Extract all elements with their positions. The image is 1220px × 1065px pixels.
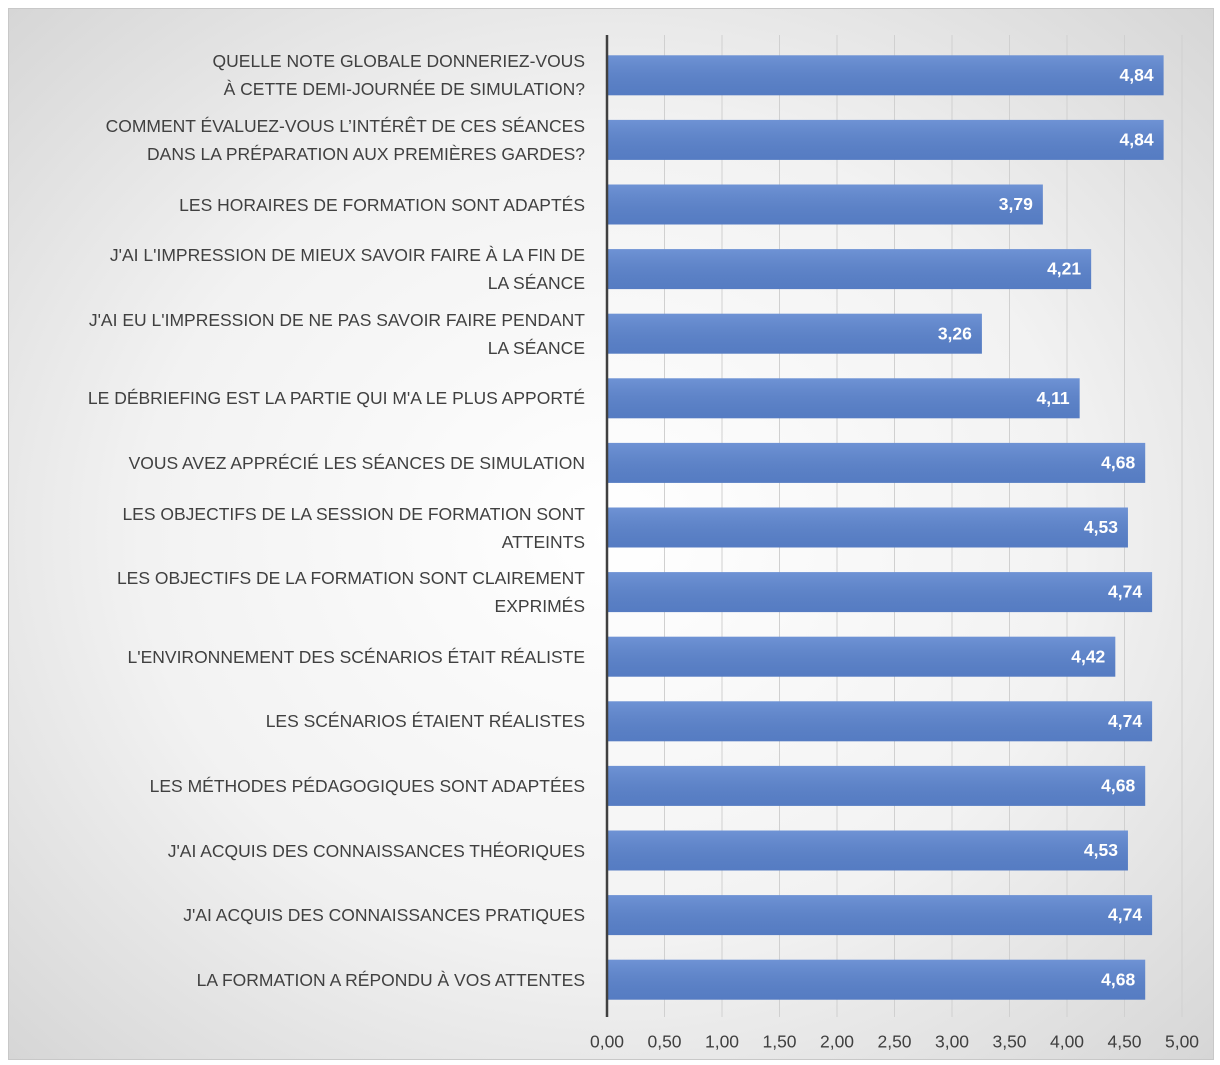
value-label: 4,68	[1101, 453, 1135, 473]
value-label: 4,74	[1108, 711, 1142, 731]
value-label: 4,53	[1084, 517, 1118, 537]
x-tick-label: 3,50	[992, 1032, 1026, 1052]
bar-shade	[607, 636, 1116, 677]
x-tick-label: 2,50	[877, 1032, 911, 1052]
bar-shade	[607, 572, 1153, 613]
y-tick-label: LA FORMATION A RÉPONDU À VOS ATTENTES	[196, 969, 585, 990]
x-tick-label: 2,00	[820, 1032, 854, 1052]
bar-shade	[607, 830, 1128, 871]
bar-shade	[607, 55, 1164, 96]
value-label: 3,26	[938, 323, 972, 343]
bar-shade	[607, 119, 1164, 160]
y-tick-label: J'AI EU L'IMPRESSION DE NE PAS SAVOIR FA…	[88, 309, 585, 358]
value-label: 4,11	[1037, 388, 1070, 408]
x-tick-label: 4,50	[1107, 1032, 1141, 1052]
bar-shade	[607, 313, 982, 354]
y-tick-label: LES HORAIRES DE FORMATION SONT ADAPTÉS	[179, 194, 585, 215]
y-tick-label: VOUS AVEZ APPRÉCIÉ LES SÉANCES DE SIMULA…	[128, 452, 585, 473]
y-tick-label: LES MÉTHODES PÉDAGOGIQUES SONT ADAPTÉES	[149, 775, 585, 796]
y-tick-label: L'ENVIRONNEMENT DES SCÉNARIOS ÉTAIT RÉAL…	[127, 646, 585, 667]
value-label: 4,84	[1120, 130, 1154, 150]
value-label: 4,42	[1071, 646, 1105, 666]
bar-shade	[607, 507, 1128, 548]
bar-shade	[607, 765, 1146, 806]
y-tick-label: LES OBJECTIFS DE LA SESSION DE FORMATION…	[122, 503, 585, 552]
value-label: 4,74	[1108, 582, 1142, 602]
x-tick-label: 3,00	[935, 1032, 969, 1052]
y-tick-label: J'AI L'IMPRESSION DE MIEUX SAVOIR FAIRE …	[109, 245, 585, 294]
value-label: 4,21	[1047, 259, 1081, 279]
x-tick-label: 1,50	[762, 1032, 796, 1052]
y-tick-label: J'AI ACQUIS DES CONNAISSANCES PRATIQUES	[183, 905, 585, 926]
value-label: 4,84	[1120, 65, 1154, 85]
y-tick-label: LES SCÉNARIOS ÉTAIENT RÉALISTES	[265, 711, 585, 732]
bar-shade	[607, 249, 1092, 290]
value-label: 4,74	[1108, 905, 1142, 925]
y-tick-label: QUELLE NOTE GLOBALE DONNERIEZ-VOUS À CET…	[212, 51, 585, 100]
y-tick-label: LES OBJECTIFS DE LA FORMATION SONT CLAIR…	[116, 568, 585, 617]
value-label: 4,68	[1101, 969, 1135, 989]
bar-shade	[607, 378, 1080, 419]
y-tick-label: COMMENT ÉVALUEZ-VOUS L’INTÉRÊT DE CES SÉ…	[105, 115, 585, 164]
y-tick-label: LE DÉBRIEFING EST LA PARTIE QUI M'A LE P…	[87, 388, 585, 409]
x-tick-label: 0,00	[590, 1032, 624, 1052]
x-tick-label: 1,00	[705, 1032, 739, 1052]
x-tick-label: 0,50	[647, 1032, 681, 1052]
bar-shade	[607, 959, 1146, 1000]
bar-shade	[607, 442, 1146, 483]
x-tick-label: 4,00	[1050, 1032, 1084, 1052]
value-label: 4,68	[1101, 776, 1135, 796]
bar-shade	[607, 701, 1153, 742]
x-tick-label: 5,00	[1165, 1032, 1199, 1052]
value-label: 3,79	[999, 194, 1033, 214]
value-label: 4,53	[1084, 840, 1118, 860]
bar-shade	[607, 895, 1153, 936]
bar-shade	[607, 184, 1043, 225]
y-tick-label: J'AI ACQUIS DES CONNAISSANCES THÉORIQUES	[167, 840, 585, 861]
